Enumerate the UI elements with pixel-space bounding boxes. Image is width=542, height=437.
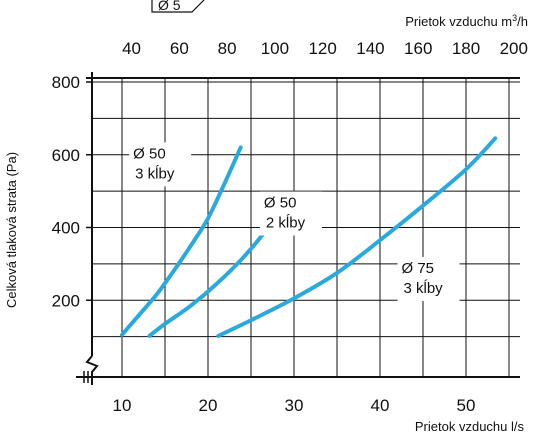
axes-frame [76, 72, 520, 385]
series-label-diameter: Ø 50 [264, 194, 297, 211]
series-label-bg [259, 191, 322, 236]
header-fragment: Ø 5 [151, 0, 205, 13]
series-label-joints: 2 kĺby [266, 213, 306, 231]
x-tick-label: 20 [199, 396, 218, 415]
tick-labels: 200 400 600 800 10 20 30 40 50 40 60 80 100 120 140 160… [52, 39, 528, 415]
series-label-joints: 3 kĺby [404, 279, 444, 297]
x-tick-label: 10 [113, 396, 132, 415]
x2-tick-label: 180 [452, 39, 480, 58]
series-label-bg [129, 142, 192, 187]
series-line-3 [216, 136, 498, 338]
y-tick-label: 600 [52, 146, 80, 165]
y-tick-label: 200 [52, 291, 80, 310]
series-layer: Ø 50 3 kĺby Ø 50 2 kĺby Ø 75 3 kĺby [120, 136, 498, 338]
x2-tick-label: 120 [308, 39, 336, 58]
x-tick-label: 50 [457, 396, 476, 415]
x2-tick-label: 60 [170, 39, 189, 58]
series-label-diameter: Ø 75 [402, 260, 435, 277]
y-axis-label: Celková tlaková strata (Pa) [4, 152, 19, 308]
x2-tick-label: 200 [500, 39, 528, 58]
series-label-joints: 3 kĺby [135, 164, 175, 182]
top-axis-label: Prietok vzduchu m3/h [405, 13, 528, 29]
x-tick-label: 30 [285, 396, 304, 415]
series-label-bg [397, 256, 460, 301]
x2-tick-label: 100 [261, 39, 289, 58]
x2-tick-label: 40 [122, 39, 141, 58]
x-tick-label: 40 [371, 396, 390, 415]
series-label-diameter: Ø 50 [133, 145, 166, 162]
x2-tick-label: 160 [404, 39, 432, 58]
x2-tick-label: 140 [356, 39, 384, 58]
x-axis-break [83, 371, 89, 383]
x-axis-label: Prietok vzduchu l/s [415, 419, 525, 434]
y-tick-label: 800 [52, 73, 80, 92]
x2-tick-label: 80 [218, 39, 237, 58]
series-line-1 [120, 145, 243, 337]
svg-text:Ø 5: Ø 5 [158, 0, 181, 13]
y-tick-label: 400 [52, 219, 80, 238]
